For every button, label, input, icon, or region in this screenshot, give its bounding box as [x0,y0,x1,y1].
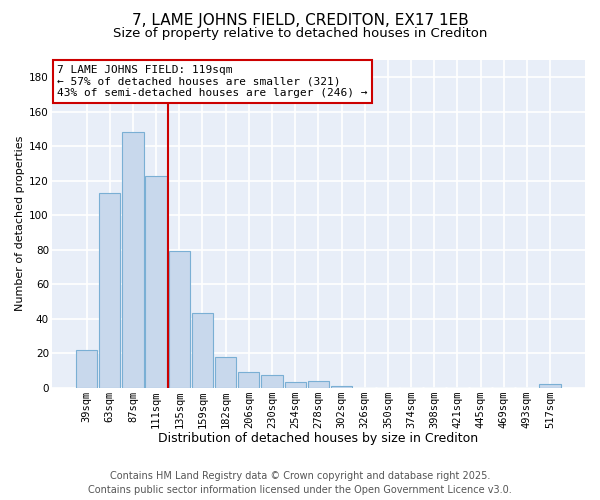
Bar [99,192,121,388]
Y-axis label: Number of detached properties: Number of detached properties [15,136,25,312]
Bar [192,314,213,388]
Text: 7, LAME JOHNS FIELD, CREDITON, EX17 1EB: 7, LAME JOHNS FIELD, CREDITON, EX17 1EB [131,12,469,28]
Bar [331,386,352,388]
Bar [76,350,97,388]
Bar [145,176,167,388]
Text: 7 LAME JOHNS FIELD: 119sqm
← 57% of detached houses are smaller (321)
43% of sem: 7 LAME JOHNS FIELD: 119sqm ← 57% of deta… [57,65,368,98]
X-axis label: Distribution of detached houses by size in Crediton: Distribution of detached houses by size … [158,432,478,445]
Bar [169,252,190,388]
Bar [215,356,236,388]
Bar [539,384,561,388]
Bar [238,372,259,388]
Bar [308,380,329,388]
Text: Contains HM Land Registry data © Crown copyright and database right 2025.
Contai: Contains HM Land Registry data © Crown c… [88,471,512,495]
Bar [122,132,143,388]
Bar [284,382,306,388]
Bar [262,376,283,388]
Text: Size of property relative to detached houses in Crediton: Size of property relative to detached ho… [113,28,487,40]
